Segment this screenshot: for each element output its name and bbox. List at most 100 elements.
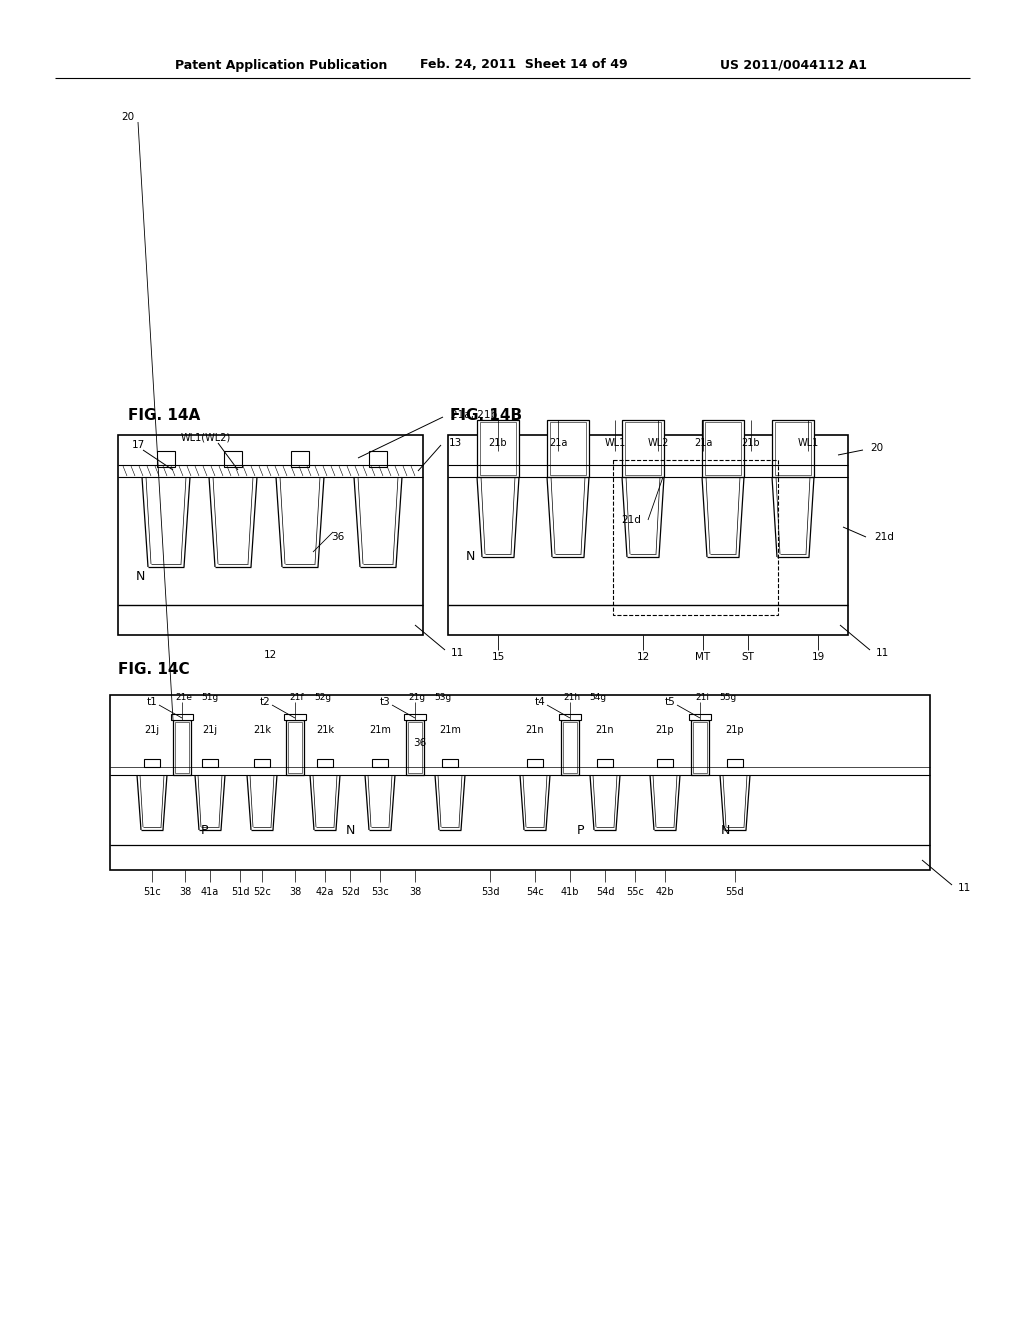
Text: 55g: 55g: [720, 693, 736, 702]
Text: N: N: [466, 550, 475, 564]
Text: 53c: 53c: [371, 887, 389, 898]
Bar: [561, 719, 579, 775]
Text: t2: t2: [260, 697, 270, 708]
Text: 21p: 21p: [726, 725, 744, 735]
Text: 21e: 21e: [175, 693, 193, 702]
Text: 20: 20: [122, 112, 134, 121]
Text: 38: 38: [179, 887, 191, 898]
Text: 21a, 21b: 21a, 21b: [451, 411, 497, 420]
Text: 54d: 54d: [596, 887, 614, 898]
Text: 12: 12: [263, 649, 276, 660]
Text: t5: t5: [665, 697, 676, 708]
Text: N: N: [345, 824, 354, 837]
Bar: [288, 722, 302, 774]
Text: 19: 19: [811, 652, 824, 663]
Text: N: N: [720, 824, 730, 837]
Bar: [563, 722, 577, 774]
Text: 21i: 21i: [695, 693, 709, 702]
Bar: [202, 759, 218, 767]
Bar: [284, 714, 306, 719]
Text: 21n: 21n: [525, 725, 545, 735]
Text: WL1: WL1: [604, 438, 626, 447]
Bar: [657, 759, 673, 767]
Text: 12: 12: [636, 652, 649, 663]
Text: 41a: 41a: [201, 887, 219, 898]
Text: 17: 17: [131, 440, 144, 450]
Bar: [404, 714, 426, 719]
Bar: [449, 436, 848, 635]
Bar: [480, 422, 516, 475]
Text: 51g: 51g: [202, 693, 219, 702]
Text: MT: MT: [695, 652, 711, 663]
Bar: [775, 422, 811, 475]
Text: Patent Application Publication: Patent Application Publication: [175, 58, 387, 71]
Text: WL1: WL1: [798, 438, 818, 447]
Text: FIG. 14B: FIG. 14B: [450, 408, 522, 422]
Bar: [157, 451, 175, 467]
Text: t1: t1: [146, 697, 158, 708]
Bar: [693, 722, 707, 774]
Text: 53g: 53g: [434, 693, 452, 702]
Text: 52c: 52c: [253, 887, 271, 898]
Bar: [372, 759, 388, 767]
Text: P: P: [577, 824, 584, 837]
Bar: [369, 451, 387, 467]
Text: 11: 11: [876, 648, 889, 657]
Text: WL2: WL2: [647, 438, 669, 447]
Bar: [547, 420, 589, 477]
Text: 13: 13: [449, 438, 462, 447]
Text: 52g: 52g: [314, 693, 332, 702]
Bar: [689, 714, 711, 719]
Text: 51c: 51c: [143, 887, 161, 898]
Text: 21a: 21a: [694, 438, 712, 447]
Bar: [559, 714, 581, 719]
Bar: [527, 759, 543, 767]
Bar: [625, 422, 662, 475]
Bar: [691, 719, 709, 775]
Bar: [144, 759, 160, 767]
Bar: [406, 719, 424, 775]
Bar: [550, 422, 586, 475]
Text: 54c: 54c: [526, 887, 544, 898]
Text: 21n: 21n: [596, 725, 614, 735]
Bar: [772, 420, 814, 477]
Text: 36: 36: [414, 738, 427, 748]
Text: 21d: 21d: [622, 515, 641, 525]
Bar: [254, 759, 270, 767]
Text: ST: ST: [741, 652, 755, 663]
Bar: [175, 722, 189, 774]
Text: 21m: 21m: [369, 725, 391, 735]
Text: 42b: 42b: [655, 887, 675, 898]
Text: 55d: 55d: [726, 887, 744, 898]
Bar: [622, 420, 664, 477]
Bar: [291, 451, 309, 467]
Text: 21d: 21d: [874, 532, 894, 543]
Text: 41b: 41b: [561, 887, 580, 898]
Text: 55c: 55c: [626, 887, 644, 898]
Text: 21f: 21f: [290, 693, 304, 702]
Text: US 2011/0044112 A1: US 2011/0044112 A1: [720, 58, 867, 71]
Text: 38: 38: [289, 887, 301, 898]
Text: 21k: 21k: [316, 725, 334, 735]
Text: WL1(WL2): WL1(WL2): [181, 433, 231, 444]
Bar: [477, 420, 519, 477]
Bar: [408, 722, 422, 774]
Text: FIG. 14A: FIG. 14A: [128, 408, 201, 422]
Bar: [727, 759, 743, 767]
Text: 11: 11: [958, 883, 971, 894]
Bar: [171, 714, 193, 719]
Text: 15: 15: [492, 652, 505, 663]
Text: 21b: 21b: [488, 438, 507, 447]
Bar: [705, 422, 741, 475]
Text: 21j: 21j: [144, 725, 160, 735]
Bar: [702, 420, 744, 477]
Text: 21a: 21a: [549, 438, 567, 447]
Text: 21p: 21p: [655, 725, 675, 735]
Text: 52d: 52d: [341, 887, 359, 898]
Bar: [597, 759, 613, 767]
Text: t4: t4: [535, 697, 546, 708]
Bar: [613, 459, 778, 615]
Text: 21b: 21b: [741, 438, 760, 447]
Text: N: N: [136, 570, 145, 583]
Text: 11: 11: [451, 648, 464, 657]
